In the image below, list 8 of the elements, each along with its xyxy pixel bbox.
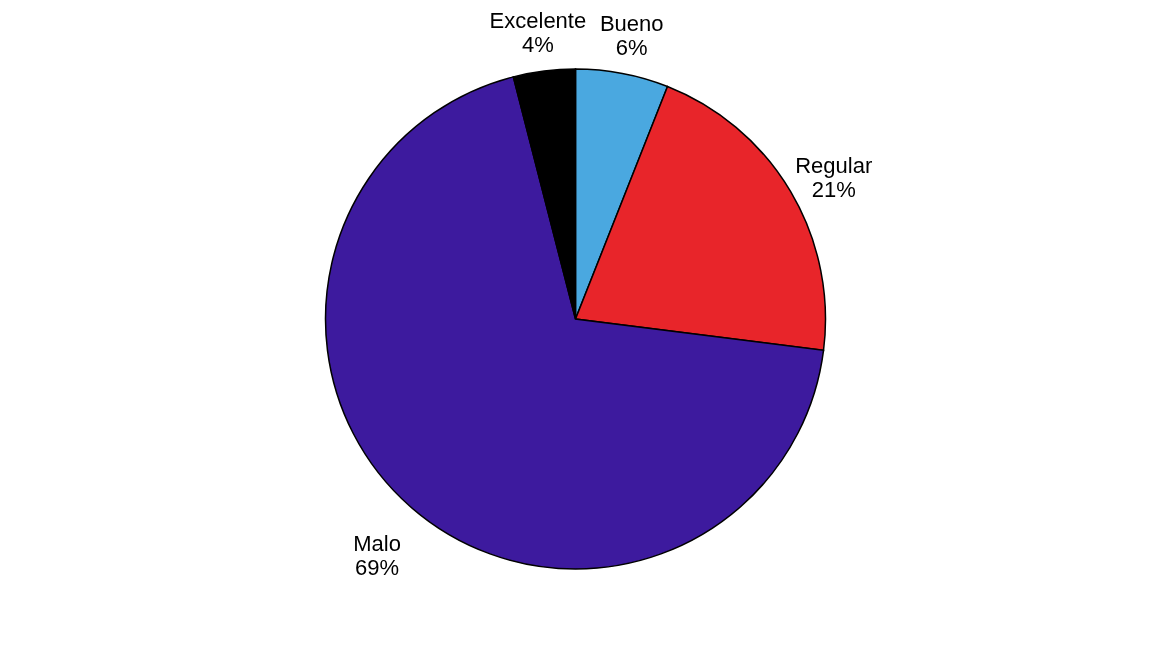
slice-label: Bueno (599, 11, 664, 37)
slice-label: Regular (795, 153, 873, 179)
data-label: 4% (522, 32, 554, 58)
slice-label: Malo (353, 531, 401, 557)
data-label: 6% (615, 35, 648, 61)
data-label: 21% (811, 177, 856, 203)
slice-label: Excelente (489, 8, 587, 34)
data-label: 69% (355, 555, 400, 581)
